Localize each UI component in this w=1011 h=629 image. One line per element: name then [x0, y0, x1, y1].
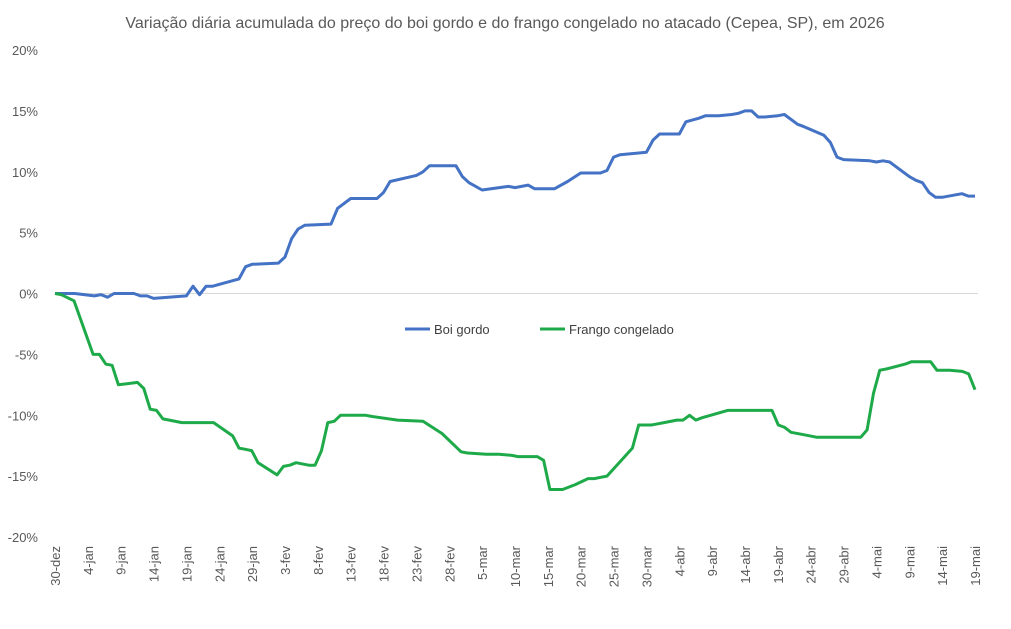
- y-tick-label: 0%: [19, 287, 38, 302]
- x-tick-label: 4-abr: [672, 545, 687, 576]
- x-tick-label: 3-fev: [278, 546, 293, 575]
- x-tick-label: 29-abr: [837, 545, 852, 583]
- legend: Boi gordo Frango congelado: [405, 322, 674, 337]
- x-tick-label: 8-fev: [311, 546, 326, 575]
- legend-label: Boi gordo: [434, 322, 490, 337]
- x-tick-label: 10-mar: [508, 545, 523, 587]
- x-tick-label: 25-mar: [607, 545, 622, 587]
- y-tick-label: -10%: [8, 408, 39, 423]
- x-tick-label: 30-mar: [639, 545, 654, 587]
- x-tick-label: 19-mai: [968, 546, 983, 586]
- y-tick-label: -5%: [15, 347, 39, 362]
- chart-title: Variação diária acumulada do preço do bo…: [125, 15, 884, 32]
- series-line-boi-gordo: [55, 109, 975, 300]
- x-tick-label: 24-abr: [804, 545, 819, 583]
- x-axis-tick-labels: 30-dez 4-jan 9-jan 14-jan 19-jan 24-jan 29-jan…: [48, 545, 983, 587]
- x-tick-label: 9-mai: [902, 546, 917, 579]
- x-tick-label: 29-jan: [245, 546, 260, 582]
- x-tick-label: 9-jan: [114, 546, 129, 575]
- x-tick-label: 14-abr: [738, 545, 753, 583]
- x-tick-label: 28-fev: [442, 546, 457, 583]
- x-tick-label: 19-abr: [771, 545, 786, 583]
- x-tick-label: 13-fev: [344, 546, 359, 583]
- x-tick-label: 23-fev: [409, 546, 424, 583]
- y-axis-tick-labels: 20% 15% 10% 5% 0% -5% -10% -15% -20%: [8, 43, 39, 545]
- series-line-frango-congelado: [54, 292, 977, 491]
- x-tick-label: 30-dez: [48, 546, 63, 586]
- x-tick-label: 4-jan: [81, 546, 96, 575]
- y-tick-label: 10%: [12, 165, 38, 180]
- x-tick-label: 20-mar: [574, 545, 589, 587]
- y-tick-label: -15%: [8, 469, 39, 484]
- x-tick-label: 19-jan: [179, 546, 194, 582]
- y-tick-label: 20%: [12, 43, 38, 58]
- x-tick-label: 9-abr: [705, 545, 720, 576]
- x-tick-label: 4-mai: [869, 546, 884, 579]
- x-tick-label: 14-mai: [935, 546, 950, 586]
- x-tick-label: 18-fev: [377, 546, 392, 583]
- x-tick-label: 15-mar: [541, 545, 556, 587]
- x-tick-label: 5-mar: [475, 545, 490, 580]
- x-tick-label: 24-jan: [212, 546, 227, 582]
- x-tick-label: 14-jan: [147, 546, 162, 582]
- legend-label: Frango congelado: [569, 322, 674, 337]
- series-lines: [54, 109, 977, 491]
- y-tick-label: 15%: [12, 104, 38, 119]
- y-tick-label: 5%: [19, 226, 38, 241]
- y-tick-label: -20%: [8, 530, 39, 545]
